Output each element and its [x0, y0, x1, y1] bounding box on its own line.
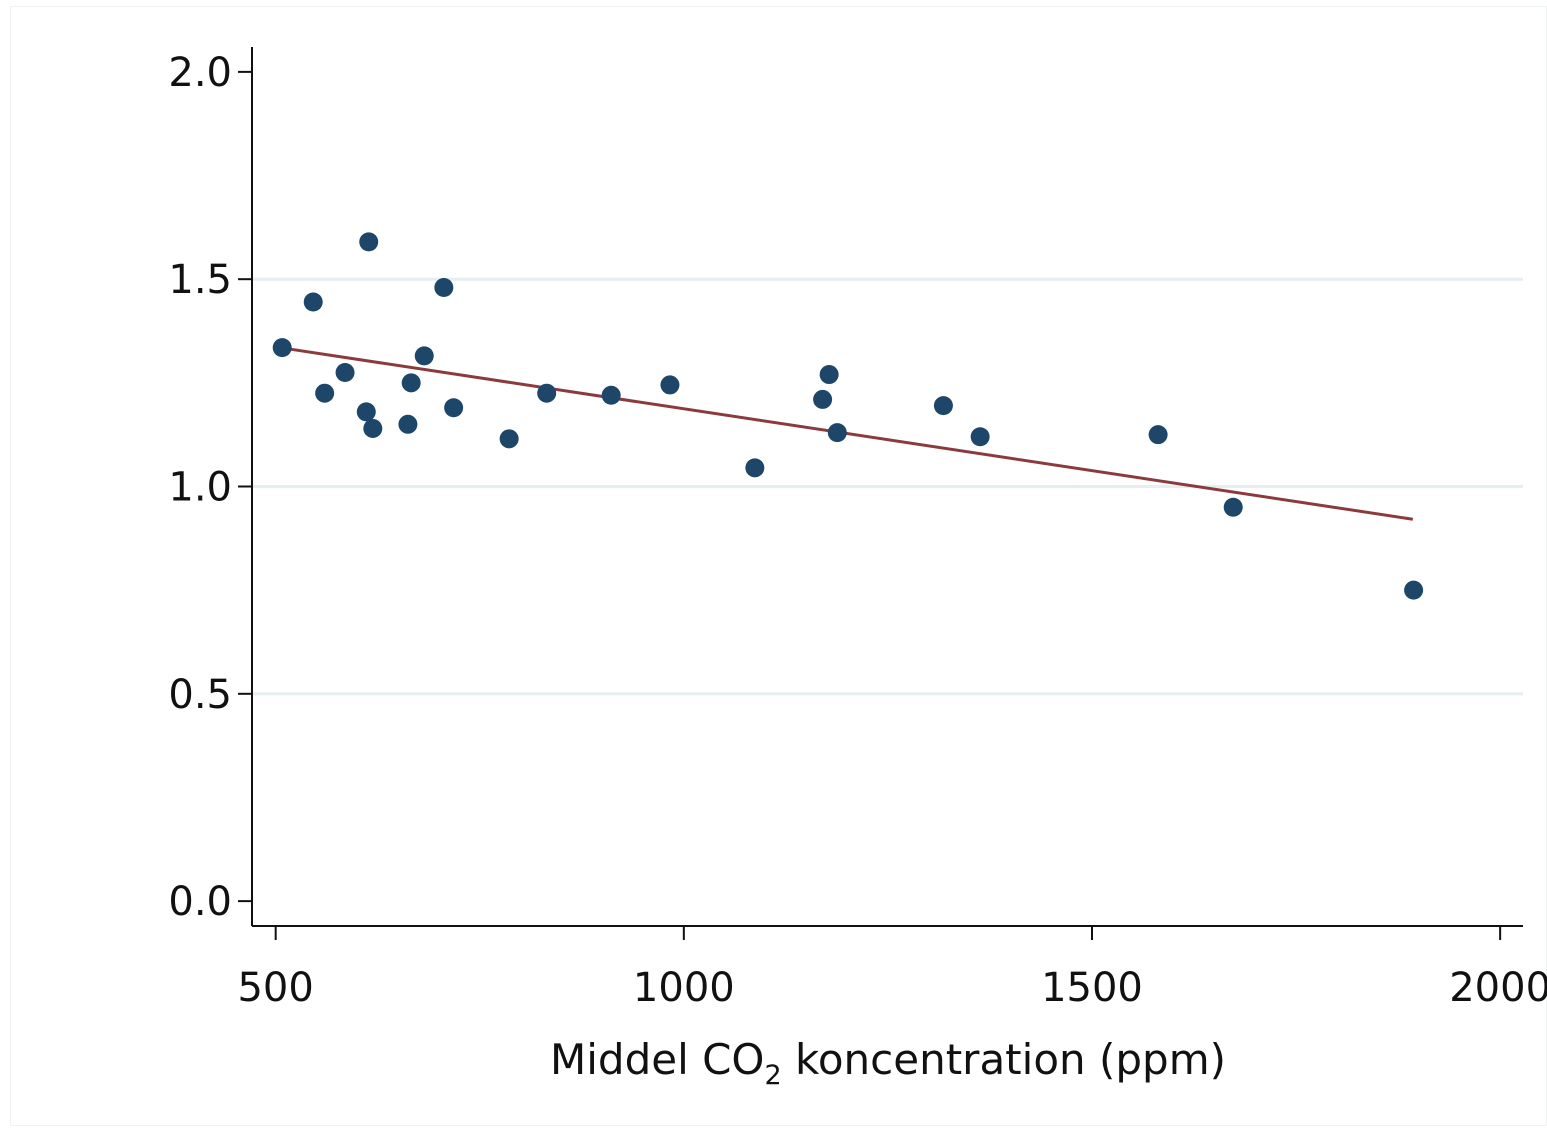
y-tick-label: 2.0	[168, 50, 232, 96]
scatter-point	[335, 362, 355, 382]
y-tick-label: 0.0	[168, 879, 232, 925]
scatter-point	[359, 232, 379, 252]
scatter-point	[401, 373, 421, 393]
scatter-point	[813, 389, 833, 409]
scatter-point	[434, 277, 454, 297]
chart-frame: 0.0 0.5 1.0 1.5 2.0 500 1000 1500 2000 Middel CO…	[10, 6, 1547, 1126]
scatter-point	[537, 383, 557, 403]
x-tick-label: 500	[237, 965, 313, 1011]
scatter-point	[745, 458, 765, 478]
scatter-chart: 0.0 0.5 1.0 1.5 2.0 500 1000 1500 2000 Middel CO…	[168, 47, 1547, 1091]
x-tick-label: 1500	[1041, 965, 1143, 1011]
scatter-point	[933, 396, 953, 416]
y-tick-label: 1.0	[168, 465, 232, 511]
scatter-point	[1404, 580, 1424, 600]
scatter-point	[414, 346, 434, 366]
scatter-point	[363, 418, 383, 438]
scatter-point	[444, 398, 464, 418]
x-tick-label: 2000	[1449, 965, 1547, 1011]
scatter-point	[315, 383, 335, 403]
scatter-point	[272, 338, 292, 358]
x-tick-label: 1000	[633, 965, 735, 1011]
axis-ticks: 0.0 0.5 1.0 1.5 2.0 500 1000 1500 2000	[168, 50, 1547, 1011]
fit-line-layer	[285, 346, 1414, 521]
scatter-point	[398, 414, 418, 434]
scatter-point	[356, 402, 376, 422]
scatter-points	[272, 232, 1424, 600]
scatter-point	[303, 292, 323, 312]
x-axis-title: Middel CO2 koncentration (ppm)	[550, 1035, 1226, 1091]
scatter-point	[827, 423, 847, 443]
scatter-point	[499, 429, 519, 449]
y-tick-label: 0.5	[168, 672, 232, 718]
fit-line	[285, 346, 1414, 521]
scatter-point	[1148, 425, 1168, 445]
scatter-point	[1223, 497, 1243, 517]
scatter-point	[819, 365, 839, 385]
scatter-point	[601, 385, 621, 405]
scatter-point	[970, 427, 990, 447]
scatter-point	[660, 375, 680, 395]
gridlines	[253, 277, 1523, 696]
y-tick-label: 1.5	[168, 257, 232, 303]
